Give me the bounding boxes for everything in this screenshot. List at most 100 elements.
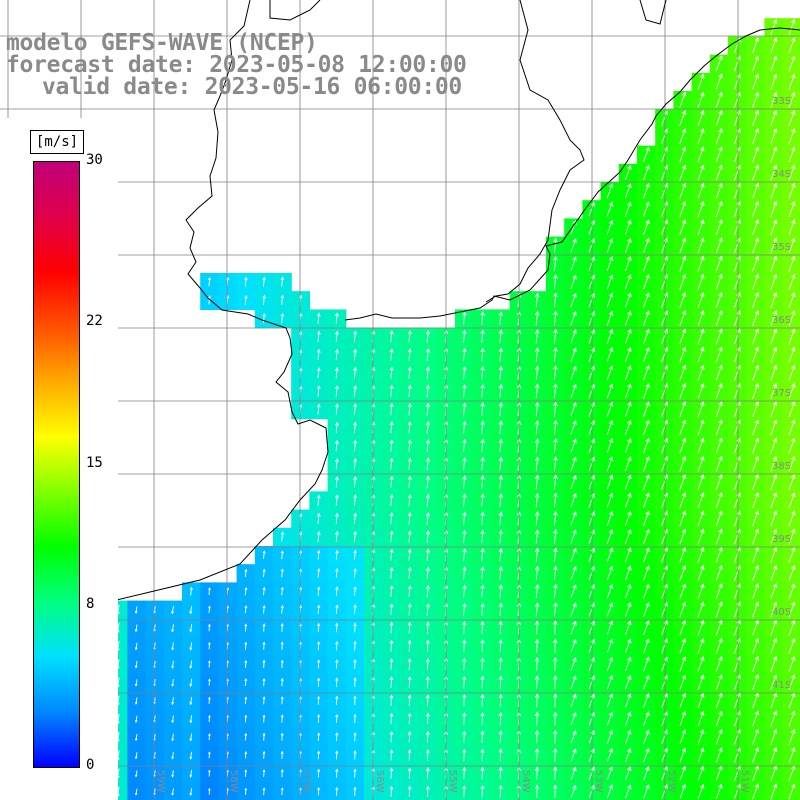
wind-arrow <box>788 382 796 399</box>
wind-arrow <box>552 638 558 653</box>
wind-arrow <box>462 712 467 725</box>
wind-arrow <box>770 328 778 345</box>
wind-arrow <box>189 733 193 742</box>
wind-arrow <box>752 55 760 72</box>
wind-arrow <box>425 566 431 580</box>
wind-arrow <box>280 732 284 741</box>
wind-arrow <box>407 439 412 452</box>
wind-arrow <box>679 382 687 399</box>
wind-arrow <box>788 455 796 472</box>
wind-arrow <box>697 437 705 454</box>
wind-arrow <box>752 109 760 126</box>
wind-arrow <box>462 529 467 544</box>
wind-arrow <box>697 255 705 272</box>
wind-arrow <box>788 364 796 381</box>
wind-arrow <box>679 710 687 727</box>
wind-arrow <box>552 620 558 635</box>
wind-arrow <box>316 403 321 415</box>
wind-arrow <box>134 752 138 760</box>
wind-arrow <box>606 656 614 672</box>
wind-arrow <box>715 91 723 108</box>
wind-arrow <box>425 366 431 380</box>
wind-arrow <box>462 730 467 743</box>
wind-arrow <box>624 183 632 199</box>
wind-arrow <box>606 237 614 253</box>
wind-arrow <box>697 328 705 345</box>
wind-arrow <box>534 419 540 435</box>
wind-arrow <box>407 712 412 725</box>
wind-arrow <box>679 346 687 363</box>
wind-arrow <box>570 274 577 289</box>
wind-arrow <box>570 310 577 326</box>
wind-arrow <box>171 733 174 742</box>
wind-arrow <box>770 619 778 636</box>
wind-arrow <box>697 528 705 545</box>
wind-arrow <box>697 200 705 217</box>
wind-arrow <box>715 146 723 163</box>
wind-arrow <box>606 474 614 490</box>
wind-arrow <box>462 402 467 416</box>
wind-arrow <box>189 605 193 615</box>
wind-arrow <box>534 383 540 399</box>
wind-arrow <box>389 475 394 489</box>
wind-arrow <box>353 384 358 397</box>
wind-arrow <box>244 769 248 777</box>
wind-arrow <box>389 512 394 525</box>
wind-arrow <box>643 419 650 436</box>
wind-arrow <box>189 715 193 724</box>
wind-arrow <box>679 237 687 254</box>
wind-arrow <box>280 750 284 759</box>
wind-arrow <box>679 164 687 181</box>
wind-arrow <box>752 310 760 327</box>
wind-arrow <box>697 382 705 399</box>
wind-arrow <box>697 564 705 581</box>
wind-arrow <box>715 346 723 363</box>
wind-arrow <box>534 766 540 780</box>
wind-arrow <box>534 693 540 708</box>
wind-arrow <box>715 710 723 727</box>
wind-arrow <box>788 37 796 54</box>
wind-arrow <box>625 729 632 744</box>
wind-arrow <box>208 714 211 723</box>
wind-arrow <box>752 419 760 436</box>
wind-arrow <box>280 696 284 705</box>
wind-arrow <box>425 785 430 798</box>
wind-arrow <box>788 473 796 490</box>
wind-arrow <box>389 457 394 470</box>
wind-arrow <box>770 273 778 290</box>
wind-arrow <box>752 492 760 509</box>
wind-arrow <box>498 529 504 544</box>
longitude-label: 55W <box>447 770 458 793</box>
wind-arrow <box>462 475 467 489</box>
wind-arrow <box>643 383 650 399</box>
wind-arrow <box>752 37 760 54</box>
wind-arrow <box>462 420 467 434</box>
wind-arrow <box>189 678 193 688</box>
wind-arrow <box>715 419 723 436</box>
wind-arrow <box>770 401 778 418</box>
wind-arrow <box>425 493 431 507</box>
wind-arrow <box>171 770 174 778</box>
wind-arrow <box>353 439 358 452</box>
wind-arrow <box>134 624 138 633</box>
wind-arrow <box>480 402 485 416</box>
wind-arrow <box>462 584 467 598</box>
wind-arrow <box>643 255 650 272</box>
wind-arrow <box>788 601 796 618</box>
wind-arrow <box>244 605 248 614</box>
wind-arrow <box>624 510 632 526</box>
wind-arrow <box>262 550 266 560</box>
longitude-label: 59W <box>155 770 166 793</box>
wind-arrow <box>570 693 577 708</box>
wind-arrow <box>752 455 760 472</box>
wind-arrow <box>316 330 321 342</box>
wind-arrow <box>425 329 431 343</box>
wind-arrow <box>606 620 614 635</box>
wind-arrow <box>643 365 650 381</box>
wind-arrow <box>498 456 504 471</box>
wind-arrow <box>679 674 687 690</box>
wind-arrow <box>606 456 614 472</box>
wind-arrow <box>752 164 760 181</box>
wind-arrow <box>498 675 503 689</box>
wind-arrow <box>317 659 321 669</box>
